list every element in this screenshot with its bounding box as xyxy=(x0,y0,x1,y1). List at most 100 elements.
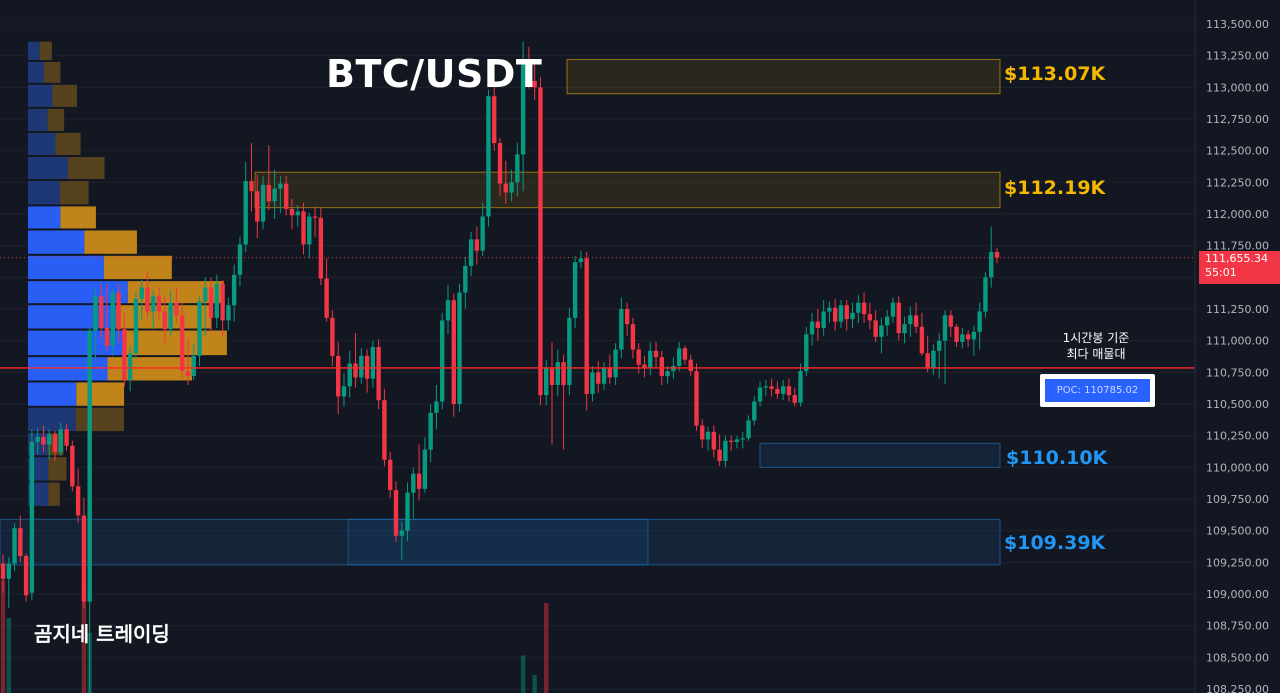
candle-body xyxy=(226,305,231,321)
y-tick-label: 110,750.00 xyxy=(1206,366,1269,379)
candle-body xyxy=(624,309,630,325)
candle-body xyxy=(41,436,46,445)
candle-body xyxy=(335,355,341,397)
candle-body xyxy=(468,239,474,266)
y-tick-label: 109,000.00 xyxy=(1206,588,1269,601)
y-tick-label: 110,500.00 xyxy=(1206,398,1269,411)
candle-body xyxy=(619,309,624,350)
candle-body xyxy=(497,143,503,184)
candle-body xyxy=(382,400,387,460)
candle-body xyxy=(35,436,40,442)
candle-body xyxy=(642,364,647,368)
candle-body xyxy=(648,350,653,368)
zone-label-2: $112.19K xyxy=(1004,177,1106,199)
candle-body xyxy=(555,362,560,385)
profile-up-bar xyxy=(28,230,85,254)
profile-up-bar xyxy=(28,41,40,60)
candle-body xyxy=(480,216,485,251)
candle-body xyxy=(301,211,306,245)
candle-body xyxy=(197,301,202,356)
profile-up-bar xyxy=(28,382,77,406)
candle-body xyxy=(463,265,468,293)
candle-body xyxy=(139,287,144,299)
candle-body xyxy=(902,324,907,334)
candle-body xyxy=(919,326,925,354)
candle-body xyxy=(740,438,745,440)
candle-body xyxy=(734,439,740,442)
candle-body xyxy=(168,302,173,330)
y-tick-label: 110,000.00 xyxy=(1206,461,1269,474)
candle-body xyxy=(850,312,855,320)
current-price-value: 111,655.34 xyxy=(1205,252,1268,265)
candle-body xyxy=(428,412,433,450)
candles xyxy=(0,41,1000,693)
candle-body xyxy=(393,490,399,536)
candle-body xyxy=(515,154,520,183)
candle-body xyxy=(347,363,352,387)
volume-bar xyxy=(544,603,549,693)
candle-body xyxy=(422,449,428,489)
candle-body xyxy=(203,287,208,302)
candle-body xyxy=(191,355,196,377)
profile-down-bar xyxy=(124,330,227,356)
candle-body xyxy=(411,473,416,493)
volume-bar xyxy=(0,580,6,693)
candle-body xyxy=(989,252,994,278)
candle-body xyxy=(359,355,364,378)
candle-body xyxy=(572,262,578,318)
y-tick-label: 113,000.00 xyxy=(1206,81,1269,94)
candle-body xyxy=(503,183,508,193)
candle-body xyxy=(295,211,300,216)
y-tick-label: 113,500.00 xyxy=(1206,18,1269,31)
candle-body xyxy=(832,307,838,322)
candle-body xyxy=(23,556,29,596)
profile-down-bar xyxy=(52,84,77,107)
candle-body xyxy=(613,349,618,378)
y-tick-label: 112,750.00 xyxy=(1206,113,1269,126)
candle-countdown: 55:01 xyxy=(1205,266,1237,279)
poc-note-line2: 최다 매물대 xyxy=(1066,347,1126,361)
candle-body xyxy=(676,348,682,366)
price-lines xyxy=(0,257,1195,369)
candle-body xyxy=(700,425,705,440)
candle-body xyxy=(307,216,312,245)
candle-body xyxy=(220,283,225,321)
profile-down-bar xyxy=(48,482,60,506)
candle-body xyxy=(867,314,873,321)
candle-body xyxy=(58,429,63,453)
candle-body xyxy=(971,331,977,340)
candle-body xyxy=(584,258,589,394)
watermark-text: 곰지네 트레이딩 xyxy=(34,622,170,646)
profile-down-bar xyxy=(39,41,52,60)
candle-body xyxy=(47,434,52,445)
y-tick-label: 108,500.00 xyxy=(1206,651,1269,664)
price-axis[interactable]: 108,250.00 108,500.00 108,750.00 109,000.00… xyxy=(1194,0,1280,693)
candle-body xyxy=(954,326,959,342)
candle-body xyxy=(567,317,572,385)
candle-body xyxy=(601,368,607,384)
candle-body xyxy=(445,300,451,321)
candle-body xyxy=(879,325,884,337)
candle-body xyxy=(925,353,930,369)
candle-body xyxy=(272,188,277,202)
candle-body xyxy=(318,217,324,279)
y-tick-label: 109,750.00 xyxy=(1206,493,1269,506)
candle-body xyxy=(70,445,75,487)
candle-body xyxy=(174,302,179,316)
candle-body xyxy=(665,371,670,377)
candle-body xyxy=(630,324,636,350)
candle-body xyxy=(12,528,17,564)
candle-body xyxy=(607,368,613,378)
candle-body xyxy=(873,320,878,337)
profile-down-bar xyxy=(76,382,125,406)
candle-body xyxy=(122,329,127,380)
candle-body xyxy=(520,62,526,155)
candle-body xyxy=(260,184,266,222)
candle-body xyxy=(492,96,497,144)
candle-body xyxy=(376,347,381,401)
profile-up-bar xyxy=(28,255,104,280)
candle-body xyxy=(526,62,532,81)
profile-down-bar xyxy=(59,181,89,205)
candle-body xyxy=(815,321,821,328)
